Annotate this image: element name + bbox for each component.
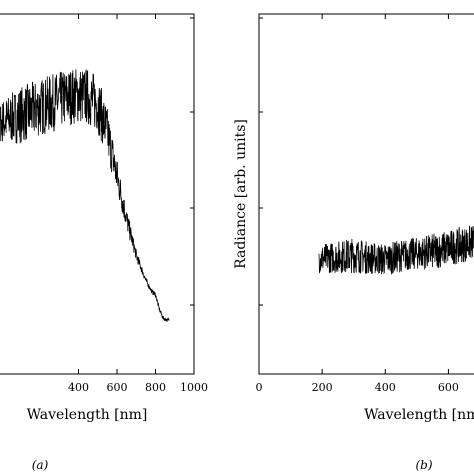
x-tick-label-a-800: 800 (145, 381, 166, 394)
x-tick-label-a-1000: 1000 (180, 381, 208, 394)
panel-label-b: (b) (415, 458, 432, 472)
x-axis-label-a: Wavelength [nm] (27, 407, 148, 423)
axes-frame-a (0, 13, 195, 375)
x-tick-label-b-0: 0 (256, 381, 263, 394)
x-tick-label-b-400: 400 (375, 381, 396, 394)
panel-b: 0 200 400 600 Wavelength [nm] Radiance [arb. … (233, 13, 474, 472)
x-tick-label-b-600: 600 (438, 381, 459, 394)
panel-label-a: (a) (32, 458, 49, 472)
x-tick-label-a-600: 600 (107, 381, 128, 394)
x-tick-label-b-200: 200 (312, 381, 333, 394)
spectrum-line-b-0 (318, 225, 474, 275)
x-axis-label-b: Wavelength [nm] (364, 407, 474, 423)
x-tick-label-a-400: 400 (68, 381, 89, 394)
panel-a: 400 600 800 1000 Wavelength [nm] (a) (0, 13, 208, 472)
axes-frame-b (258, 13, 474, 375)
spectrum-line-a-0 (0, 69, 170, 322)
y-axis-label-b: Radiance [arb. units] (233, 119, 249, 269)
